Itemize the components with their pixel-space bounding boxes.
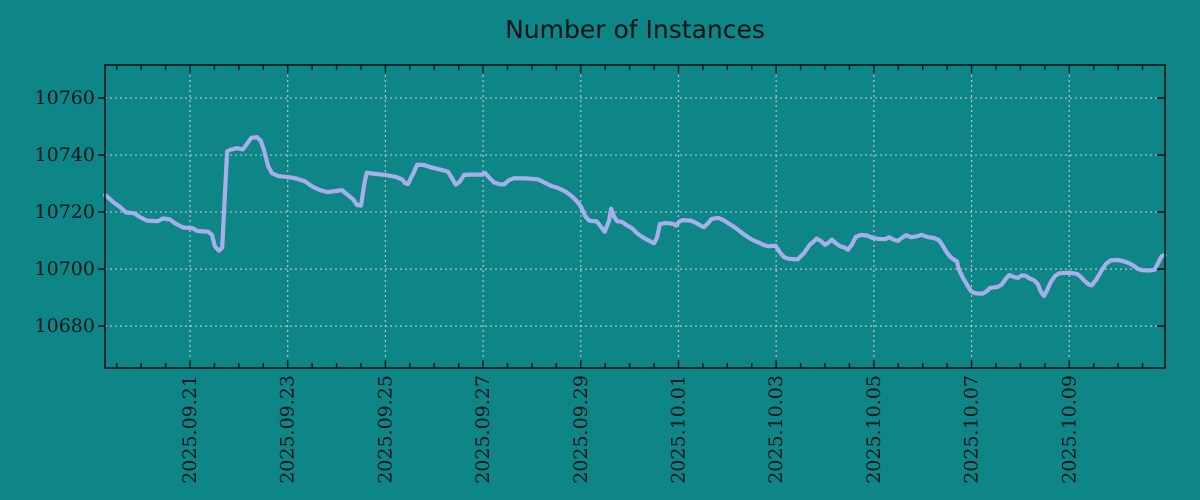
y-tick-label: 10760: [35, 87, 95, 109]
x-tick-label: 2025.09.23: [277, 375, 299, 484]
x-tick-label: 2025.10.01: [667, 375, 689, 484]
gridlines: [105, 65, 1165, 368]
x-tick-label: 2025.10.05: [863, 375, 885, 484]
y-tick-label: 10720: [35, 201, 95, 223]
y-tick-label: 10700: [35, 258, 95, 280]
x-tick-label: 2025.10.07: [961, 375, 983, 484]
x-tick-label: 2025.09.29: [570, 375, 592, 484]
y-axis-labels: 10680 10700 10720 10740 10760: [35, 87, 95, 337]
axis-ticks: [98, 65, 1165, 368]
y-tick-label: 10740: [35, 144, 95, 166]
plot-frame: [104, 64, 1166, 369]
x-axis-labels: 2025.09.21 2025.09.23 2025.09.25 2025.09.27…: [179, 375, 1080, 484]
x-tick-label: 2025.09.27: [472, 375, 494, 484]
x-tick-label: 2025.09.21: [179, 375, 201, 484]
x-tick-label: 2025.10.03: [765, 375, 787, 484]
y-tick-label: 10680: [35, 315, 95, 337]
chart-title: Number of Instances: [505, 15, 765, 44]
data-line: [103, 135, 1167, 298]
data-series: [103, 135, 1167, 298]
x-tick-label: 2025.09.25: [374, 375, 396, 484]
x-tick-label: 2025.10.09: [1058, 375, 1080, 484]
